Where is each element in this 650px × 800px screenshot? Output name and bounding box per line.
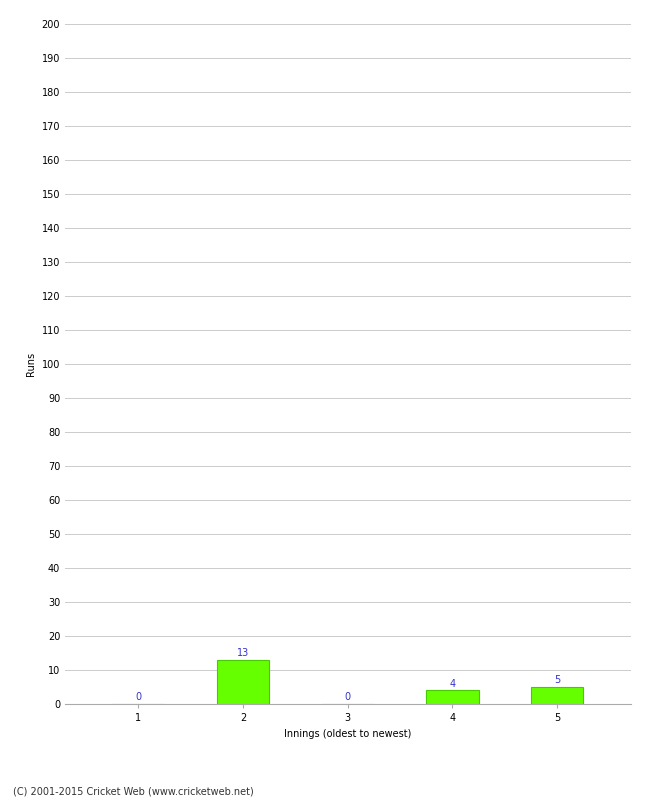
Text: 13: 13 xyxy=(237,648,249,658)
Text: 0: 0 xyxy=(135,692,141,702)
Text: 5: 5 xyxy=(554,675,560,686)
X-axis label: Innings (oldest to newest): Innings (oldest to newest) xyxy=(284,729,411,738)
Bar xyxy=(531,687,584,704)
Text: 0: 0 xyxy=(344,692,351,702)
Text: 4: 4 xyxy=(449,678,456,689)
Y-axis label: Runs: Runs xyxy=(26,352,36,376)
Bar xyxy=(426,690,478,704)
Text: (C) 2001-2015 Cricket Web (www.cricketweb.net): (C) 2001-2015 Cricket Web (www.cricketwe… xyxy=(13,786,254,796)
Bar xyxy=(217,660,269,704)
